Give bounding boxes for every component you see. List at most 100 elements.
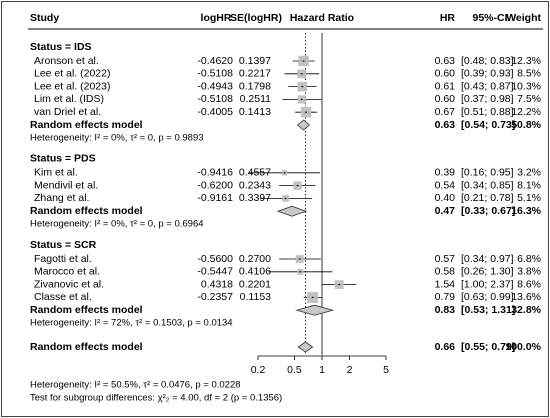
pooled-hr: 0.83 bbox=[435, 304, 456, 316]
hr-value: 0.60 bbox=[435, 68, 456, 80]
header-study: Study bbox=[30, 12, 59, 24]
study-name: Zivanovic et al. bbox=[34, 278, 104, 290]
x-tick-label: 0.5 bbox=[287, 364, 302, 376]
hr-value: 0.58 bbox=[435, 266, 456, 278]
subgroup-label: Status = SCR bbox=[30, 239, 97, 251]
weight-value: 8.6% bbox=[517, 278, 541, 290]
hr-value: 0.57 bbox=[435, 253, 456, 265]
hr-value: 1.54 bbox=[435, 278, 456, 290]
hr-value: 0.40 bbox=[435, 192, 456, 204]
loghr: -0.5108 bbox=[197, 93, 233, 105]
weight-value: 12.3% bbox=[511, 55, 541, 67]
weight-value: 8.5% bbox=[517, 68, 541, 80]
weight-value: 12.2% bbox=[511, 106, 541, 118]
header-loghr: logHR bbox=[201, 12, 232, 24]
pooled-diamond bbox=[276, 205, 308, 217]
pooled-name: Random effects model bbox=[30, 304, 143, 316]
ci-value: [1.00; 2.37] bbox=[461, 278, 514, 290]
header-weight: Weight bbox=[506, 12, 541, 24]
study-name: Aronson et al. bbox=[34, 55, 99, 67]
header-plot: Hazard Ratio bbox=[290, 12, 354, 24]
se-loghr: 0.1798 bbox=[239, 80, 271, 92]
se-loghr: 0.2217 bbox=[239, 68, 271, 80]
hr-value: 0.63 bbox=[435, 55, 456, 67]
se-loghr: 0.2201 bbox=[239, 278, 271, 290]
hr-value: 0.67 bbox=[435, 106, 456, 118]
loghr: -0.9161 bbox=[197, 192, 233, 204]
header-se: SE(logHR) bbox=[230, 12, 282, 24]
study-name: Classe et al. bbox=[34, 291, 92, 303]
ci-value: [0.26; 1.30] bbox=[461, 266, 514, 278]
se-loghr: 0.2700 bbox=[239, 253, 271, 265]
pooled-name: Random effects model bbox=[30, 341, 143, 353]
study-name: Lim et al. (IDS) bbox=[34, 93, 104, 105]
header-hr: HR bbox=[440, 12, 456, 24]
x-tick-label: 2 bbox=[347, 364, 353, 376]
pooled-hr: 0.47 bbox=[435, 205, 456, 217]
weight-value: 3.2% bbox=[517, 167, 541, 179]
hr-value: 0.79 bbox=[435, 291, 456, 303]
ci-value: [0.51; 0.88] bbox=[461, 106, 514, 118]
se-loghr: 0.4106 bbox=[239, 266, 271, 278]
heterogeneity: Heterogeneity: I² = 72%, τ² = 0.1503, p … bbox=[30, 318, 233, 329]
hr-value: 0.61 bbox=[435, 80, 456, 92]
loghr: -0.5600 bbox=[197, 253, 233, 265]
loghr: -0.4005 bbox=[197, 106, 233, 118]
ci-value: [0.39; 0.93] bbox=[461, 68, 514, 80]
study-name: Lee et al. (2023) bbox=[34, 80, 110, 92]
study-name: Marocco et al. bbox=[34, 266, 100, 278]
pooled-ci: [0.54; 0.73] bbox=[461, 119, 515, 131]
weight-value: 13.6% bbox=[511, 291, 541, 303]
pooled-ci: [0.53; 1.31] bbox=[461, 304, 515, 316]
weight-value: 3.8% bbox=[517, 266, 541, 278]
ci-value: [0.21; 0.78] bbox=[461, 192, 514, 204]
ci-value: [0.43; 0.87] bbox=[461, 80, 514, 92]
ci-value: [0.16; 0.95] bbox=[461, 167, 514, 179]
study-name: Fagotti et al. bbox=[34, 253, 92, 265]
heterogeneity: Heterogeneity: I² = 0%, τ² = 0, p = 0.98… bbox=[30, 132, 204, 143]
weight-value: 10.3% bbox=[511, 80, 541, 92]
ci-value: [0.63; 0.99] bbox=[461, 291, 514, 303]
pooled-name: Random effects model bbox=[30, 205, 143, 217]
pooled-ci: [0.55; 0.79] bbox=[461, 341, 515, 353]
se-loghr: 0.2343 bbox=[239, 179, 271, 191]
pooled-diamond bbox=[296, 119, 311, 131]
loghr: -0.5447 bbox=[197, 266, 233, 278]
x-tick-label: 5 bbox=[383, 364, 389, 376]
loghr: -0.5108 bbox=[197, 68, 233, 80]
pooled-hr: 0.66 bbox=[435, 341, 456, 353]
pooled-weight: 32.8% bbox=[511, 304, 541, 316]
ci-value: [0.37; 0.98] bbox=[461, 93, 514, 105]
se-loghr: 0.2511 bbox=[240, 93, 271, 105]
subgroup-test: Test for subgroup differences: χ²₂ = 4.0… bbox=[30, 393, 282, 404]
weight-value: 6.8% bbox=[517, 253, 541, 265]
pooled-hr: 0.63 bbox=[435, 119, 456, 131]
se-loghr: 0.1153 bbox=[240, 291, 271, 303]
loghr: -0.4943 bbox=[197, 80, 233, 92]
ci-value: [0.34; 0.85] bbox=[461, 179, 514, 191]
study-name: van Driel et al. bbox=[34, 106, 101, 118]
hr-value: 0.54 bbox=[435, 179, 456, 191]
ci-value: [0.34; 0.97] bbox=[461, 253, 514, 265]
se-loghr: 0.1397 bbox=[239, 55, 271, 67]
pooled-name: Random effects model bbox=[30, 119, 143, 131]
hr-value: 0.39 bbox=[435, 167, 456, 179]
pooled-ci: [0.33; 0.67] bbox=[461, 205, 515, 217]
loghr: -0.2357 bbox=[197, 291, 233, 303]
subgroup-label: Status = IDS bbox=[30, 41, 92, 53]
weight-value: 8.1% bbox=[517, 179, 541, 191]
pooled-diamond bbox=[297, 341, 314, 353]
pooled-weight: 50.8% bbox=[511, 119, 541, 131]
loghr: 0.4318 bbox=[201, 278, 233, 290]
loghr: -0.4620 bbox=[197, 55, 233, 67]
pooled-weight: 100.0% bbox=[505, 341, 541, 353]
header-ci: 95%-CI bbox=[472, 12, 507, 24]
pooled-weight: 16.3% bbox=[511, 205, 541, 217]
weight-value: 7.5% bbox=[517, 93, 541, 105]
study-name: Mendivil et al. bbox=[34, 179, 98, 191]
overall-heterogeneity: Heterogeneity: I² = 50.5%, τ² = 0.0476, … bbox=[30, 380, 241, 391]
ci-value: [0.48; 0.83] bbox=[461, 55, 514, 67]
weight-value: 5.1% bbox=[517, 192, 541, 204]
